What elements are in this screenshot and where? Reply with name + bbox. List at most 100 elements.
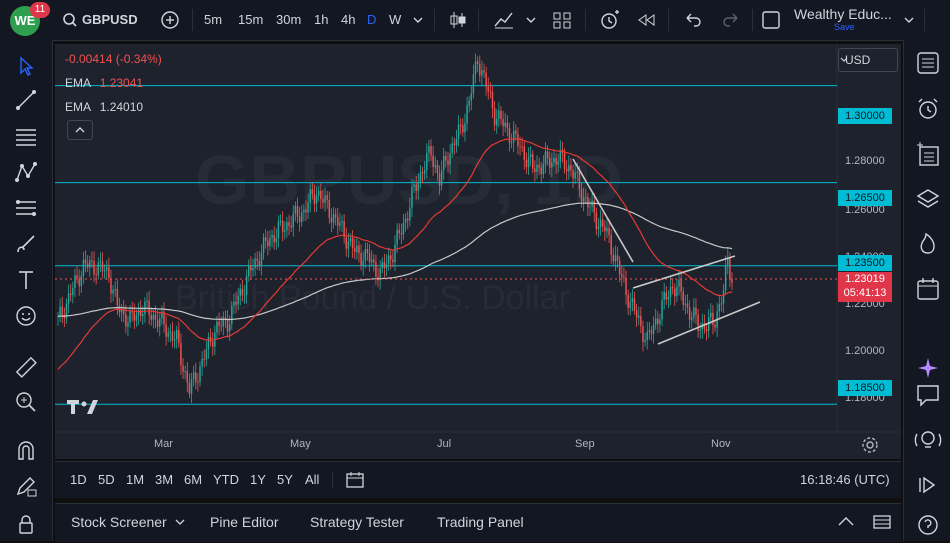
chevron-down-icon[interactable]: [902, 8, 916, 32]
redo-icon[interactable]: [720, 8, 742, 32]
candle-body: [423, 170, 426, 174]
maximize-icon[interactable]: [872, 513, 892, 531]
clock-readout[interactable]: 16:18:46 (UTC): [800, 472, 890, 487]
hotlist-fire-icon[interactable]: [913, 228, 943, 258]
alert-clock-icon[interactable]: [597, 8, 621, 32]
candle-body: [250, 265, 252, 271]
pencil-lock-icon[interactable]: [12, 472, 40, 500]
range-all[interactable]: All: [305, 472, 320, 487]
candle-body: [610, 234, 612, 255]
range-3m[interactable]: 3M: [155, 472, 174, 487]
candle-body: [527, 157, 530, 168]
horizontal-lines-icon[interactable]: [12, 122, 40, 150]
checkbox-icon[interactable]: [761, 8, 781, 32]
interval-30m[interactable]: 30m: [276, 12, 302, 27]
candle-body: [506, 122, 509, 128]
interval-4h[interactable]: 4h: [341, 12, 356, 27]
layout-grid-icon[interactable]: [551, 8, 573, 32]
candle-body: [82, 259, 85, 276]
pattern-icon[interactable]: [12, 158, 40, 186]
candle-body: [417, 182, 420, 191]
tab-pine-editor[interactable]: Pine Editor: [210, 514, 279, 530]
collapse-legend-button[interactable]: [67, 120, 93, 140]
chevron-down-icon[interactable]: [524, 8, 538, 32]
help-icon[interactable]: [913, 510, 943, 540]
chevron-down-icon[interactable]: [411, 8, 425, 32]
layout-name[interactable]: Wealthy Educ...: [794, 6, 892, 22]
magnet-icon[interactable]: [12, 437, 40, 465]
chevron-up-icon[interactable]: [836, 515, 856, 529]
news-list-icon[interactable]: [913, 140, 943, 170]
candle-body: [652, 324, 655, 334]
interval-5m[interactable]: 5m: [204, 12, 223, 27]
indicators-icon[interactable]: [492, 8, 516, 32]
ema1-legend[interactable]: EMA 1.23041: [65, 76, 143, 90]
interval-15m[interactable]: 15m: [238, 12, 264, 27]
candle-body: [74, 275, 76, 289]
search-icon[interactable]: [62, 8, 78, 32]
candle-body: [292, 213, 295, 228]
trend-line-icon[interactable]: [12, 86, 40, 114]
level-tag: 1.26500: [838, 190, 892, 206]
candles-icon[interactable]: [447, 8, 469, 32]
symbol-search-button[interactable]: GBPUSD: [82, 12, 138, 27]
tab-trading-panel[interactable]: Trading Panel: [437, 514, 524, 530]
candle-body: [712, 312, 714, 326]
alarm-clock-icon[interactable]: [913, 94, 943, 124]
range-6m[interactable]: 6M: [184, 472, 203, 487]
idea-bulb-icon[interactable]: [913, 425, 943, 455]
goto-date-icon[interactable]: [344, 470, 366, 490]
right-sidebar: [903, 40, 950, 541]
range-1d[interactable]: 1D: [70, 472, 87, 487]
candle-body: [671, 286, 674, 289]
candle-body: [635, 310, 638, 318]
tab-stock-screener[interactable]: Stock Screener: [71, 514, 167, 530]
interval-1h[interactable]: 1h: [314, 12, 329, 27]
save-button[interactable]: Save: [834, 22, 855, 32]
zoom-in-icon[interactable]: [12, 388, 40, 416]
add-compare-icon[interactable]: [158, 8, 182, 32]
replay-icon[interactable]: [636, 8, 658, 32]
ema2-legend[interactable]: EMA 1.24010: [65, 100, 143, 114]
chat-icon[interactable]: [913, 380, 943, 410]
interval-d[interactable]: D: [367, 12, 377, 27]
play-forward-icon[interactable]: [913, 470, 943, 500]
chart-pane[interactable]: GBPUSD, 1D British Pound / U.S. Dollar -…: [55, 44, 901, 459]
range-5d[interactable]: 5D: [98, 472, 115, 487]
candle-body: [99, 261, 102, 263]
fib-icon[interactable]: [12, 194, 40, 222]
candle-body: [112, 289, 114, 294]
candle-body: [659, 319, 661, 325]
candle-body: [502, 119, 504, 127]
brush-icon[interactable]: [12, 230, 40, 258]
watchlist-icon[interactable]: [913, 48, 943, 78]
candle-body: [368, 253, 371, 263]
ruler-icon[interactable]: [12, 353, 40, 381]
candle-body: [519, 146, 521, 148]
currency-select[interactable]: USD: [838, 48, 898, 72]
text-icon[interactable]: [12, 266, 40, 294]
candle-body: [470, 93, 473, 101]
candle-body: [432, 155, 434, 167]
candle-body: [568, 165, 570, 172]
undo-icon[interactable]: [682, 8, 704, 32]
chevron-down-icon[interactable]: [174, 516, 186, 528]
interval-w[interactable]: W: [389, 12, 402, 27]
tab-strategy-tester[interactable]: Strategy Tester: [310, 514, 404, 530]
candle-body: [101, 261, 104, 272]
settings-gear-icon[interactable]: [861, 436, 879, 454]
layers-icon[interactable]: [913, 184, 943, 214]
emoji-icon[interactable]: [12, 302, 40, 330]
calendar-icon[interactable]: [913, 274, 943, 304]
price-chart[interactable]: GBPUSD, 1D British Pound / U.S. Dollar: [55, 44, 901, 459]
range-ytd[interactable]: YTD: [213, 472, 239, 487]
cursor-icon[interactable]: [12, 52, 40, 80]
candle-body: [587, 197, 589, 208]
sparkle-icon[interactable]: [913, 353, 943, 383]
ema-fast-line: [57, 138, 733, 370]
range-1y[interactable]: 1Y: [250, 472, 266, 487]
lock-icon[interactable]: [12, 510, 40, 538]
range-5y[interactable]: 5Y: [277, 472, 293, 487]
range-1m[interactable]: 1M: [126, 472, 145, 487]
candle-body: [65, 303, 68, 319]
